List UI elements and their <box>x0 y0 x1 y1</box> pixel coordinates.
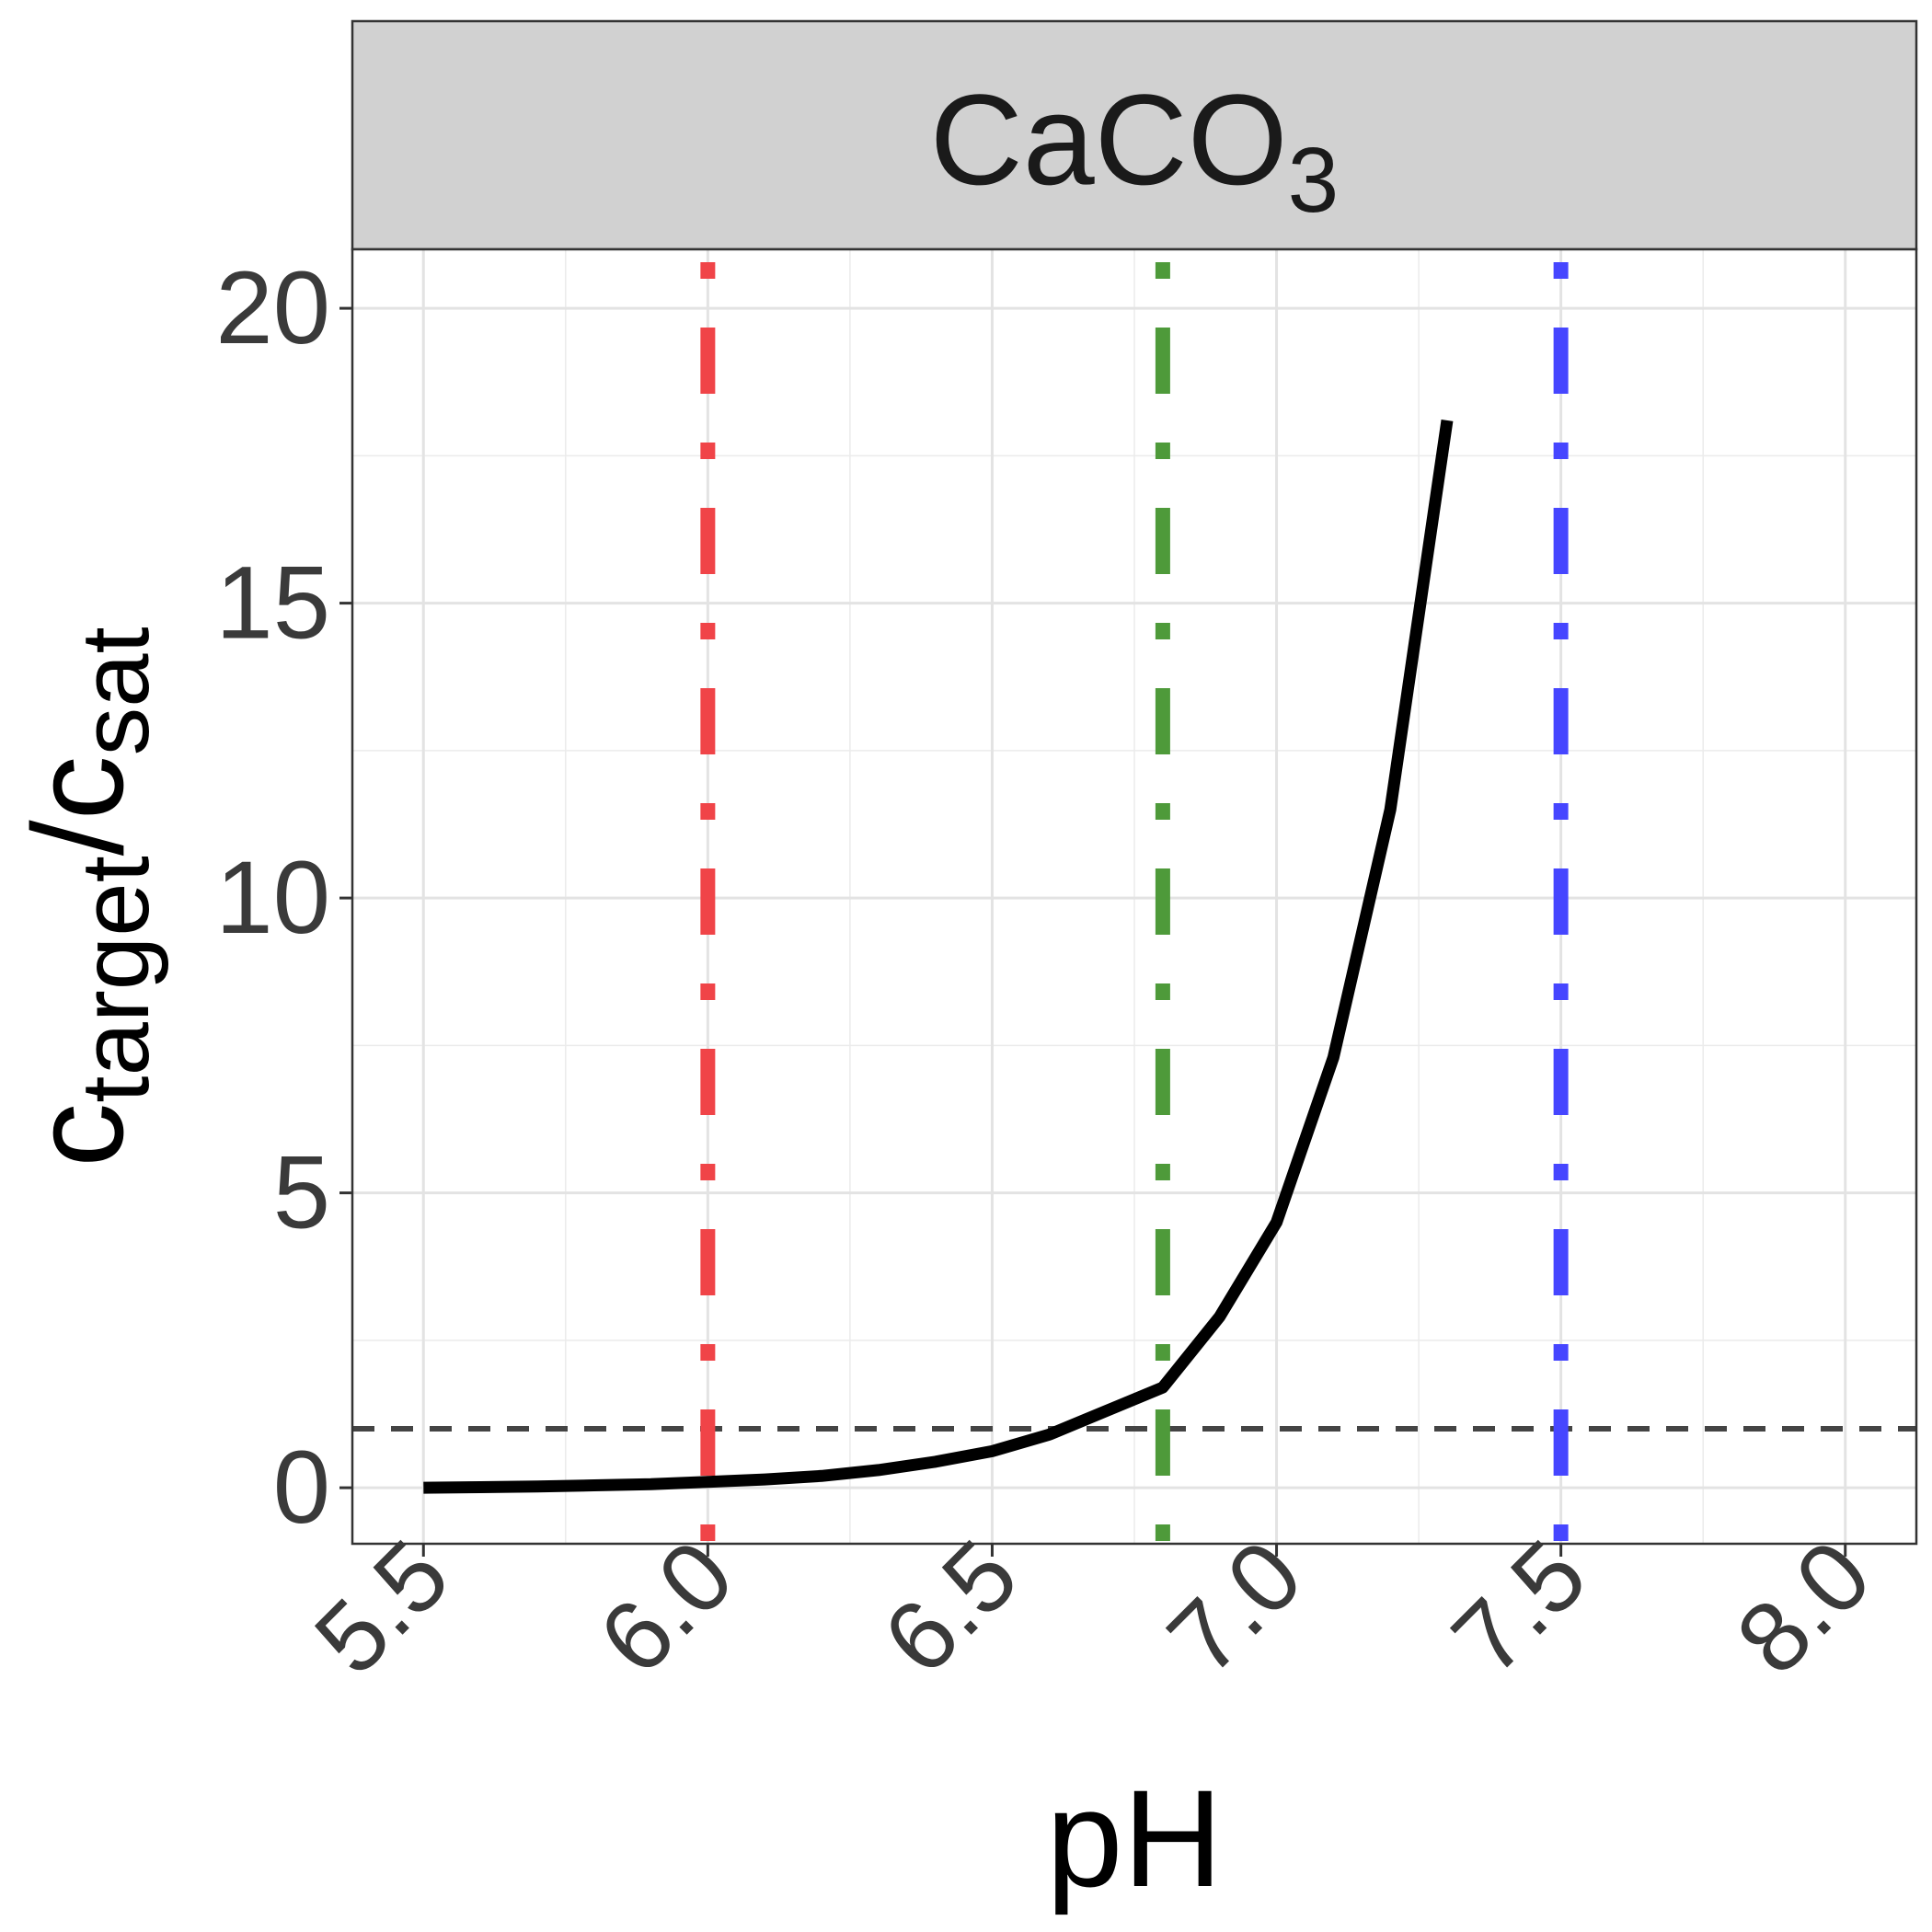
facet-strip-title-subscript: 3 <box>1288 129 1340 232</box>
grid-layer <box>352 249 1916 1544</box>
series-line <box>423 419 1454 1494</box>
y-axis-title-mid: /c <box>6 755 150 856</box>
plot-border <box>351 247 1918 1546</box>
y-tick-label: 10 <box>215 840 330 955</box>
reference-lines <box>352 262 1916 1544</box>
y-axis: 0 5 10 15 20 <box>215 250 352 1545</box>
series-layer <box>423 419 1454 1494</box>
y-tick-label: 20 <box>215 250 330 365</box>
facet-strip <box>351 19 1918 251</box>
y-tick-label: 0 <box>273 1430 330 1545</box>
facet-strip-title: CaCO3 <box>930 67 1340 232</box>
x-tick-label: 8.0 <box>1715 1519 1892 1696</box>
x-axis: 5.5 6.0 6.5 7.0 7.5 8.0 <box>293 1519 1892 1696</box>
x-tick-label: 5.5 <box>293 1519 470 1696</box>
x-tick-label: 6.5 <box>862 1519 1039 1696</box>
x-tick-label: 7.0 <box>1146 1519 1323 1696</box>
y-axis-title-main: c <box>6 1103 150 1167</box>
x-tick-label: 6.0 <box>578 1519 754 1696</box>
x-tick-label: 7.5 <box>1431 1519 1607 1696</box>
y-axis-title-sub2: sat <box>62 627 169 755</box>
y-tick-label: 5 <box>273 1135 330 1250</box>
y-axis-title-sub1: target <box>62 856 169 1103</box>
y-tick-label: 15 <box>215 546 330 661</box>
y-axis-title: ctarget/csat <box>6 627 169 1167</box>
x-axis-title: pH <box>1046 1761 1223 1915</box>
